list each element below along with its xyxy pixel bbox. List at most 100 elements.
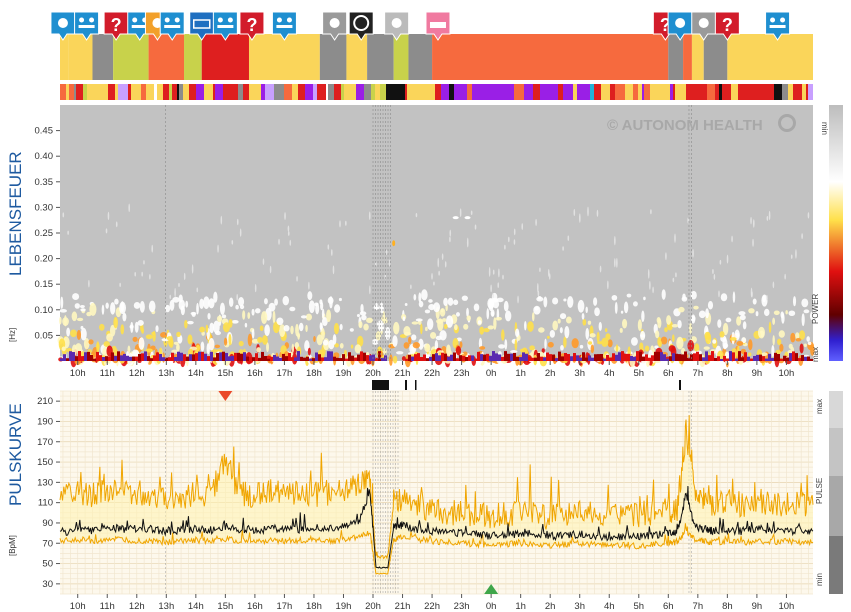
spectrogram-y-tick-label: 0.20 [35,254,54,265]
color-band-segment [302,84,305,100]
power-speck [289,239,292,246]
color-band-segment [76,84,83,100]
power-floor [456,358,459,361]
power-speck [191,264,194,274]
power-blob [677,320,682,329]
power-blob [251,308,255,316]
spectrogram-chart: 0.05 0.10 0.15 0.20 0.25 0.30 0.35 0.40 0.45 10h… [35,105,843,379]
power-blob [534,306,539,311]
power-speck [220,215,223,225]
pulse-y-tick-label: 170 [37,437,53,448]
spectrogram-y-tick-label: 0.30 [35,202,54,213]
power-blob [360,303,364,314]
color-band-segment [644,84,650,100]
power-speck [105,228,108,234]
power-blob [339,343,344,349]
power-floor [642,356,645,361]
pulse-series [59,415,814,575]
power-speck [712,268,714,275]
power-floor [75,356,78,361]
power-blob [781,312,785,324]
power-speck [573,208,576,217]
power-floor [684,351,687,361]
power-floor [114,355,117,361]
spectrogram-y-ticks: 0.05 0.10 0.15 0.20 0.25 0.30 0.35 0.40 0.45 [35,126,60,341]
power-blob [105,302,109,309]
color-band-segment [108,84,115,100]
color-band-segment [558,84,563,100]
power-blob [446,344,451,357]
power-floor [90,354,93,361]
color-band-segment [141,84,146,100]
power-floor [465,357,468,361]
power-blob [323,339,329,346]
power-floor [231,355,234,361]
power-floor [312,358,315,361]
power-blob [761,352,768,356]
power-blob [633,352,637,357]
power-speck [766,294,768,301]
power-floor [765,358,768,361]
power-blob [596,331,600,343]
power-blob [445,315,454,328]
color-band-segment [118,84,128,100]
power-blob [151,331,156,336]
power-blob [671,324,679,328]
power-blob [256,347,261,353]
spectrogram-x-tick-label: 15h [217,368,233,379]
power-blob [559,327,563,334]
power-blob [208,298,215,309]
power-blob [213,291,218,303]
power-blob [424,309,431,314]
color-band-segment [66,84,69,100]
power-blob [626,293,632,298]
color-band-segment [514,84,524,100]
power-blob [615,344,619,353]
power-speck [599,265,602,273]
power-blob [640,334,645,338]
color-band-segment [508,84,514,100]
power-floor [348,352,351,361]
power-blob [145,334,153,340]
power-speck [151,244,154,253]
power-blob [593,297,598,306]
spectrogram-x-tick-label: 11h [100,368,115,379]
power-speck [437,257,440,268]
power-speck [278,238,280,245]
power-blob [161,338,169,342]
color-band-segment [748,84,753,100]
power-blob [601,337,609,347]
power-blob [88,339,94,345]
power-blob [418,338,424,350]
power-floor [186,356,189,361]
power-speck [119,282,121,288]
power-speck [449,236,451,243]
color-band-segment [154,84,157,100]
color-band-segment [531,84,533,100]
power-speck [490,284,492,293]
power-speck [284,212,286,221]
power-blob [96,341,100,353]
power-blob [560,345,564,351]
activity-block [113,34,149,80]
activity-block [367,34,394,80]
color-band-segment [498,84,508,100]
power-blob [792,296,797,307]
power-blob [688,323,693,334]
color-band-segment [488,84,498,100]
power-floor [702,357,705,361]
power-blob [319,299,323,305]
power-floor [201,351,204,361]
power-blob [80,308,86,312]
power-blob [799,343,804,354]
color-band-segment [423,84,430,100]
power-floor [108,356,111,361]
color-band-segment [213,84,215,100]
power-blob [393,321,400,335]
power-floor [132,356,135,361]
power-blob [384,327,391,340]
power-floor [651,355,654,361]
color-band-segment [441,84,443,100]
power-floor [645,354,648,361]
power-floor [744,352,747,361]
